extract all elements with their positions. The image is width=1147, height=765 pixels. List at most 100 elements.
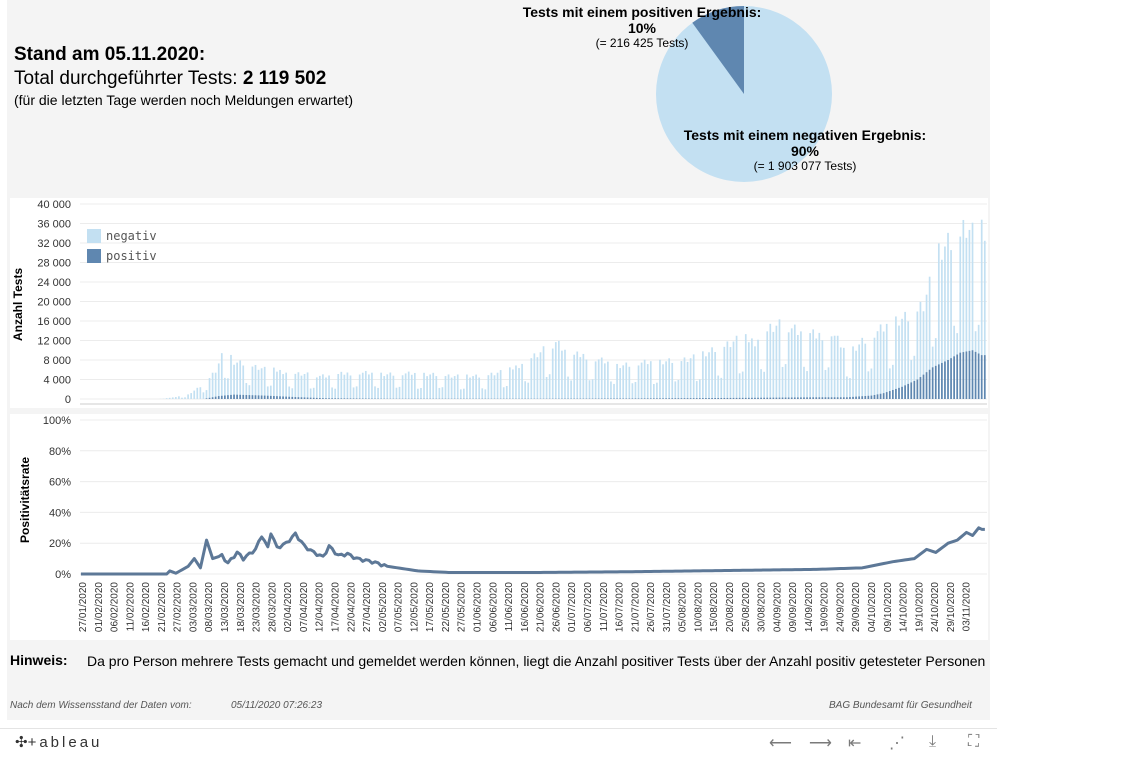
bar-positiv[interactable] bbox=[974, 351, 977, 400]
bar-positiv[interactable] bbox=[254, 395, 257, 399]
bar-negativ[interactable] bbox=[888, 368, 891, 399]
bar-negativ[interactable] bbox=[634, 381, 637, 399]
bar-negativ[interactable] bbox=[554, 342, 557, 399]
bar-negativ[interactable] bbox=[193, 390, 196, 399]
bar-positiv[interactable] bbox=[793, 397, 796, 399]
bar-negativ[interactable] bbox=[291, 388, 294, 399]
bar-positiv[interactable] bbox=[922, 374, 925, 400]
bar-positiv[interactable] bbox=[729, 397, 732, 399]
bar-negativ[interactable] bbox=[343, 374, 346, 399]
bar-negativ[interactable] bbox=[741, 371, 744, 399]
bar-positiv[interactable] bbox=[747, 397, 750, 399]
bar-negativ[interactable] bbox=[325, 377, 327, 399]
bar-positiv[interactable] bbox=[849, 397, 851, 399]
bar-negativ[interactable] bbox=[698, 379, 701, 399]
bar-negativ[interactable] bbox=[530, 358, 533, 399]
bar-negativ[interactable] bbox=[640, 362, 643, 399]
bar-negativ[interactable] bbox=[496, 372, 499, 399]
bar-negativ[interactable] bbox=[527, 382, 530, 399]
bar-positiv[interactable] bbox=[790, 397, 793, 399]
bar-positiv[interactable] bbox=[852, 396, 854, 399]
bar-positiv[interactable] bbox=[968, 350, 971, 399]
bar-positiv[interactable] bbox=[962, 352, 965, 399]
bar-negativ[interactable] bbox=[702, 351, 704, 399]
bar-positiv[interactable] bbox=[668, 398, 671, 399]
bar-negativ[interactable] bbox=[208, 378, 211, 399]
bar-positiv[interactable] bbox=[334, 398, 337, 399]
bar-positiv[interactable] bbox=[711, 398, 713, 399]
bar-positiv[interactable] bbox=[959, 352, 962, 399]
bar-positiv[interactable] bbox=[230, 394, 232, 399]
bar-positiv[interactable] bbox=[769, 397, 772, 399]
bar-positiv[interactable] bbox=[328, 398, 330, 399]
bar-negativ[interactable] bbox=[867, 371, 870, 399]
bar-negativ[interactable] bbox=[919, 301, 922, 399]
bar-negativ[interactable] bbox=[803, 366, 805, 399]
bar-negativ[interactable] bbox=[790, 328, 793, 399]
bar-positiv[interactable] bbox=[340, 398, 343, 399]
bar-negativ[interactable] bbox=[705, 356, 707, 399]
bar-negativ[interactable] bbox=[646, 364, 649, 399]
bar-positiv[interactable] bbox=[637, 398, 640, 399]
bar-negativ[interactable] bbox=[518, 368, 520, 399]
bar-negativ[interactable] bbox=[588, 380, 591, 399]
bar-positiv[interactable] bbox=[833, 397, 836, 399]
bar-negativ[interactable] bbox=[224, 377, 226, 399]
bar-positiv[interactable] bbox=[766, 397, 769, 399]
bar-negativ[interactable] bbox=[784, 364, 787, 399]
bar-positiv[interactable] bbox=[732, 397, 735, 399]
bar-positiv[interactable] bbox=[977, 353, 980, 400]
bar-negativ[interactable] bbox=[178, 396, 180, 399]
bar-positiv[interactable] bbox=[867, 395, 870, 399]
bar-negativ[interactable] bbox=[551, 348, 554, 399]
bar-positiv[interactable] bbox=[983, 355, 986, 400]
pie-slice-positive[interactable] bbox=[692, 6, 744, 94]
bar-negativ[interactable] bbox=[168, 397, 171, 399]
bar-negativ[interactable] bbox=[662, 364, 664, 399]
bar-positiv[interactable] bbox=[214, 396, 217, 399]
bar-positiv[interactable] bbox=[294, 397, 297, 399]
bar-negativ[interactable] bbox=[714, 352, 716, 399]
bar-negativ[interactable] bbox=[879, 324, 882, 399]
bar-negativ[interactable] bbox=[892, 364, 894, 399]
bar-negativ[interactable] bbox=[622, 365, 625, 399]
bar-positiv[interactable] bbox=[671, 398, 674, 399]
bar-negativ[interactable] bbox=[447, 374, 450, 399]
bar-positiv[interactable] bbox=[879, 393, 882, 399]
bar-negativ[interactable] bbox=[441, 387, 444, 399]
bar-positiv[interactable] bbox=[689, 398, 692, 399]
bar-negativ[interactable] bbox=[726, 341, 729, 399]
bar-negativ[interactable] bbox=[965, 237, 968, 399]
bar-positiv[interactable] bbox=[965, 351, 968, 399]
bar-negativ[interactable] bbox=[925, 294, 928, 399]
bar-negativ[interactable] bbox=[738, 373, 741, 399]
bar-positiv[interactable] bbox=[824, 397, 827, 399]
bar-negativ[interactable] bbox=[824, 369, 827, 399]
bar-positiv[interactable] bbox=[928, 369, 931, 399]
bar-positiv[interactable] bbox=[925, 372, 928, 399]
bar-positiv[interactable] bbox=[953, 356, 955, 399]
bar-negativ[interactable] bbox=[683, 357, 686, 399]
bar-positiv[interactable] bbox=[797, 397, 799, 399]
bar-negativ[interactable] bbox=[913, 355, 916, 399]
bar-positiv[interactable] bbox=[738, 397, 741, 399]
bar-negativ[interactable] bbox=[432, 372, 435, 399]
revert-icon[interactable]: ⇤ bbox=[848, 735, 862, 752]
bar-negativ[interactable] bbox=[300, 375, 303, 399]
bar-negativ[interactable] bbox=[279, 369, 281, 399]
bar-positiv[interactable] bbox=[692, 398, 695, 399]
bar-negativ[interactable] bbox=[904, 311, 906, 399]
bar-negativ[interactable] bbox=[735, 335, 738, 399]
bar-negativ[interactable] bbox=[864, 343, 867, 399]
bar-negativ[interactable] bbox=[751, 338, 753, 399]
bar-positiv[interactable] bbox=[876, 394, 879, 399]
bar-negativ[interactable] bbox=[711, 347, 713, 399]
bar-negativ[interactable] bbox=[769, 323, 772, 399]
tableau-logo[interactable]: ✣+ableau bbox=[15, 733, 102, 751]
bar-negativ[interactable] bbox=[466, 374, 468, 399]
bar-negativ[interactable] bbox=[276, 371, 278, 399]
bar-negativ[interactable] bbox=[254, 364, 257, 399]
positivity-rate-line[interactable] bbox=[80, 526, 985, 576]
bar-positiv[interactable] bbox=[944, 361, 946, 399]
bar-negativ[interactable] bbox=[328, 375, 330, 399]
